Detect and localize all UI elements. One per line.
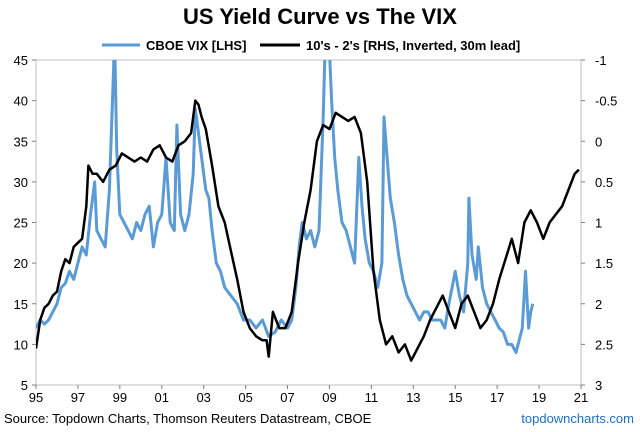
- right-tick-label: 0.5: [595, 175, 613, 190]
- right-tick-label: 1: [595, 216, 602, 231]
- x-tick-label: 13: [406, 390, 420, 405]
- right-tick-label: -0.5: [595, 94, 617, 109]
- legend-label-vix: CBOE VIX [LHS]: [146, 38, 246, 53]
- right-tick-label: 2: [595, 297, 602, 312]
- x-tick-label: 15: [448, 390, 462, 405]
- source-note: Source: Topdown Charts, Thomson Reuters …: [4, 411, 372, 426]
- x-tick-label: 09: [322, 390, 336, 405]
- x-tick-label: 01: [155, 390, 169, 405]
- left-tick-label: 20: [14, 256, 28, 271]
- x-tick-label: 99: [113, 390, 127, 405]
- right-tick-label: 0: [595, 134, 602, 149]
- right-tick-label: 2.5: [595, 337, 613, 352]
- plot-area: [35, 59, 582, 386]
- x-tick-label: 07: [280, 390, 294, 405]
- left-tick-label: 25: [14, 216, 28, 231]
- legend-label-yield-curve: 10's - 2's [RHS, Inverted, 30m lead]: [306, 38, 520, 53]
- vix-series-line: [36, 60, 535, 354]
- left-tick-label: 35: [14, 134, 28, 149]
- x-axis: 95 97 99 01 03 05 07 09 11 13 15 17 19 21: [29, 385, 588, 405]
- left-tick-label: 5: [21, 378, 28, 393]
- x-tick-label: 19: [532, 390, 546, 405]
- x-tick-label: 97: [71, 390, 85, 405]
- left-tick-label: 30: [14, 175, 28, 190]
- right-axis: -1 -0.5 0 0.5 1 1.5 2 2.5 3: [581, 53, 617, 393]
- x-tick-label: 21: [574, 390, 588, 405]
- right-tick-label: -1: [595, 53, 607, 68]
- left-axis: 5 10 15 20 25 30 35 40 45: [14, 53, 36, 393]
- x-tick-label: 17: [490, 390, 504, 405]
- right-tick-label: 3: [595, 378, 602, 393]
- right-tick-label: 1.5: [595, 256, 613, 271]
- legend: CBOE VIX [LHS] 10's - 2's [RHS, Inverted…: [102, 38, 520, 53]
- left-tick-label: 15: [14, 297, 28, 312]
- series-layer: [36, 60, 580, 362]
- x-tick-label: 03: [196, 390, 210, 405]
- chart-title: US Yield Curve vs The VIX: [183, 4, 457, 29]
- left-tick-label: 40: [14, 94, 28, 109]
- x-tick-label: 11: [365, 390, 379, 405]
- x-tick-label: 95: [29, 390, 43, 405]
- brand-link[interactable]: topdowncharts.com: [521, 411, 634, 426]
- yield-curve-series-line: [36, 99, 580, 362]
- left-tick-label: 45: [14, 53, 28, 68]
- left-tick-label: 10: [14, 337, 28, 352]
- x-tick-label: 05: [238, 390, 252, 405]
